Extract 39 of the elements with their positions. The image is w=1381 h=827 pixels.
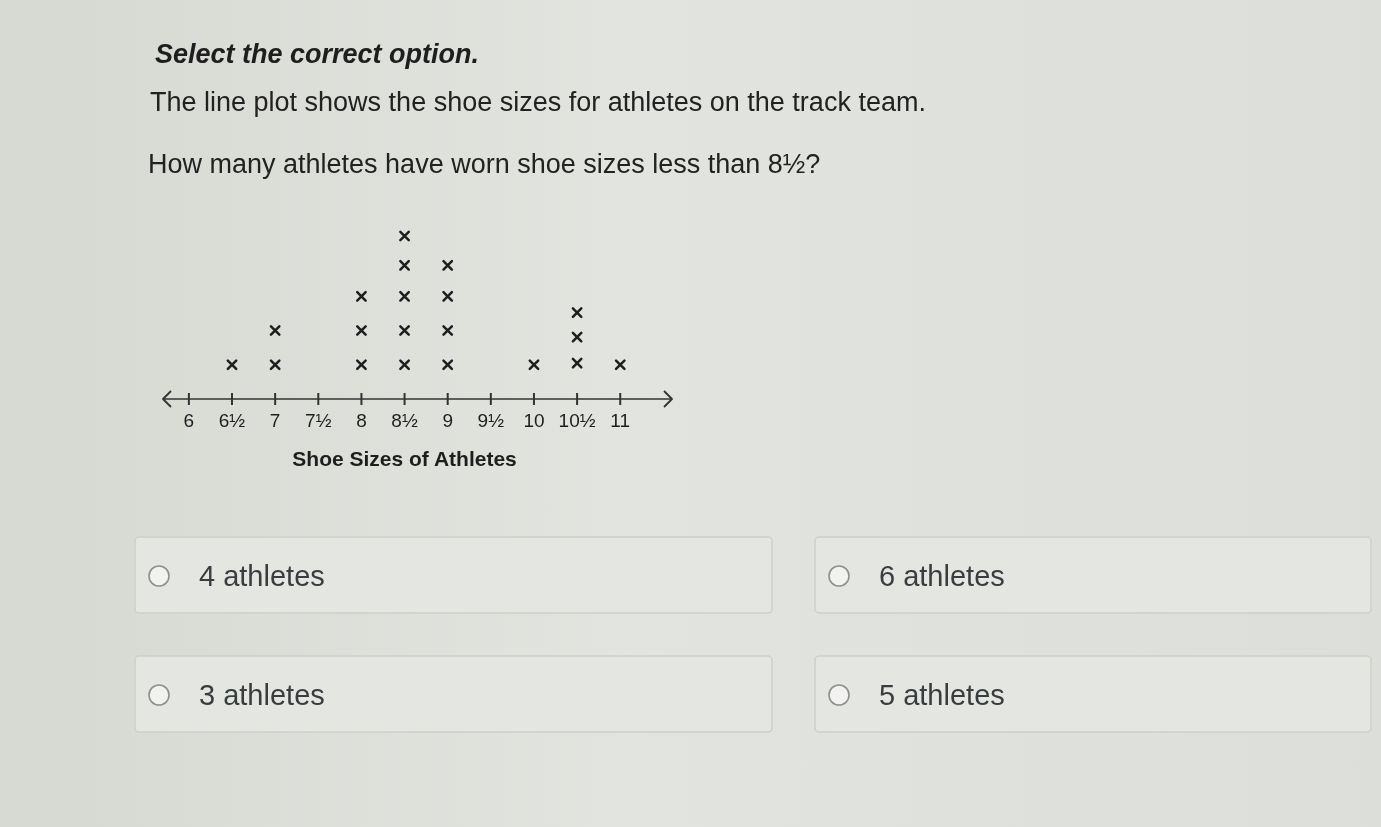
- point: [571, 307, 583, 319]
- point: [355, 290, 367, 302]
- text: How many athletes have worn shoe sizes less than 8½?: [148, 149, 821, 179]
- point: [399, 230, 411, 242]
- x-tick-label: 9½: [477, 410, 505, 431]
- point: [355, 359, 367, 371]
- text: 6 athletes: [879, 560, 1005, 592]
- chart-subtitle: The line plot shows the shoe sizes for athletes on the track team.: [150, 87, 926, 117]
- point: [571, 357, 583, 369]
- x-tick-label: 6½: [218, 410, 246, 431]
- point: [399, 290, 411, 302]
- point: [399, 259, 411, 271]
- point: [528, 359, 540, 371]
- text: 5 athletes: [879, 679, 1005, 711]
- text: 3 athletes: [199, 679, 325, 711]
- point: [614, 359, 626, 371]
- x-tick-label: 10½: [558, 410, 596, 431]
- x-tick-label: 11: [610, 410, 631, 431]
- point: [442, 259, 454, 271]
- point: [355, 325, 367, 336]
- point: [442, 325, 454, 336]
- x-tick-label: 7: [269, 410, 281, 431]
- x-tick-label: 6: [183, 410, 195, 431]
- point: [442, 359, 454, 371]
- point: [269, 359, 281, 371]
- x-tick-label: 10: [523, 410, 545, 431]
- point: [571, 331, 583, 343]
- point: [399, 325, 411, 336]
- x-tick-label: 7½: [305, 410, 332, 431]
- x-tick-label: 9: [442, 410, 453, 431]
- point: [442, 290, 454, 302]
- x-tick-label: 8: [356, 410, 367, 431]
- point: [399, 359, 411, 371]
- text: 4 athletes: [199, 560, 325, 592]
- x-axis-title: Shoe Sizes of Athletes: [292, 447, 517, 470]
- point: [226, 359, 238, 371]
- point: [269, 325, 281, 336]
- x-tick-label: 8½: [391, 410, 418, 431]
- chart-title: Select the correct option.: [155, 39, 480, 69]
